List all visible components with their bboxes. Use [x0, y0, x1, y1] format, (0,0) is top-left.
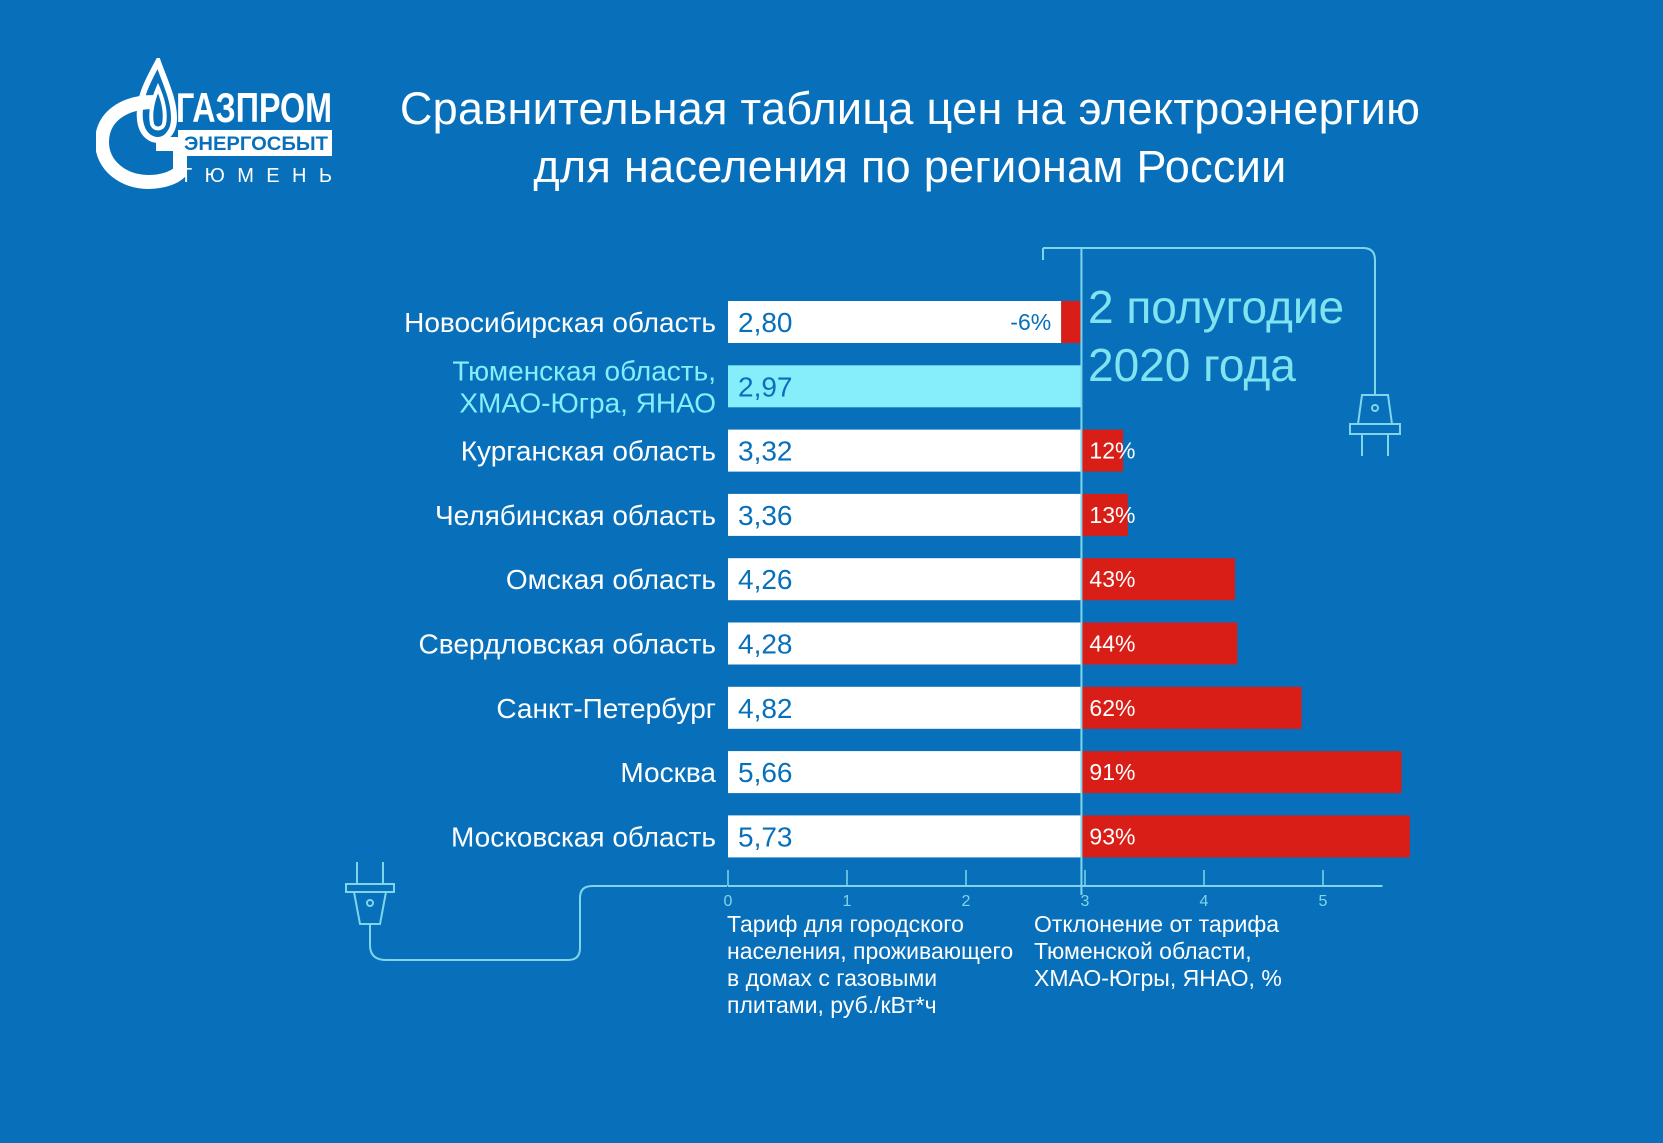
bars-group: Новосибирская область 2,80 -6% Тюменская об… — [404, 301, 1410, 858]
tariff-value-label: 3,36 — [738, 500, 793, 531]
deviation-caption-line: Отклонение от тарифа — [1034, 911, 1280, 937]
deviation-label: -6% — [1010, 309, 1051, 335]
tariff-bar — [728, 429, 1082, 472]
tariff-value-label: 2,97 — [738, 371, 793, 402]
x-tick-label: 0 — [724, 893, 733, 910]
deviation-bar — [1081, 429, 1124, 472]
plug-decoration — [345, 247, 1401, 961]
region-label: Свердловская область — [419, 629, 716, 660]
region-label-line: Челябинская область — [435, 500, 716, 531]
region-label-line: ХМАО-Югра, ЯНАО — [459, 387, 716, 418]
period-label: 2 полугодие 2020 года — [1088, 278, 1344, 394]
region-label: Тюменская область, ХМАО-Югра, ЯНАО — [452, 355, 716, 418]
x-tick-label: 1 — [843, 893, 852, 910]
deviation-bar — [1081, 815, 1410, 858]
period-frame — [1043, 247, 1376, 395]
tariff-value-label: 2,80 — [738, 307, 793, 338]
region-label: Омская область — [506, 564, 716, 595]
deviation-caption: Отклонение от тарифа Тюменской области, … — [1034, 911, 1282, 992]
region-label-line: Московская область — [451, 821, 716, 852]
deviation-bar — [1081, 622, 1238, 665]
tariff-value-label: 4,82 — [738, 693, 793, 724]
deviation-label: 93% — [1089, 823, 1135, 849]
region-label-line: Омская область — [506, 564, 716, 595]
region-label-line: Тюменская область, — [452, 355, 716, 386]
g-letter-icon — [96, 95, 187, 190]
deviation-label: 12% — [1089, 438, 1135, 464]
reference-tariff-bar — [728, 365, 1082, 408]
deviation-label: 44% — [1089, 631, 1135, 657]
tariff-bar — [728, 558, 1082, 601]
plug-left-icon — [345, 862, 727, 961]
x-tick-label: 3 — [1081, 893, 1090, 910]
plug-right-icon — [1349, 394, 1401, 456]
tariff-bar — [728, 622, 1082, 665]
x-axis: 0 1 2 3 4 5 — [724, 870, 1383, 910]
tariff-bar — [728, 815, 1082, 858]
region-label-line: Санкт-Петербург — [496, 693, 716, 724]
deviation-bar — [1081, 686, 1302, 729]
deviation-bar — [1081, 558, 1235, 601]
logo-sub: ЭНЕРГОСБЫТ — [184, 134, 328, 155]
tariff-bar — [728, 751, 1082, 794]
x-tick-label: 4 — [1200, 893, 1209, 910]
page-title: Сравнительная таблица цен на электроэнер… — [380, 80, 1440, 196]
gazprom-energosbyt-logo: ГАЗПРОМ ЭНЕРГОСБЫТ ТЮМЕНЬ — [96, 58, 332, 190]
tariff-bar — [728, 301, 1062, 343]
deviation-label: 43% — [1089, 566, 1135, 592]
region-label: Новосибирская область — [404, 307, 716, 338]
tariff-caption: Тариф для городского населения, проживаю… — [727, 911, 1013, 1019]
deviation-bar — [1081, 493, 1128, 536]
region-label-line: Свердловская область — [419, 629, 716, 660]
x-tick-label: 2 — [962, 893, 971, 910]
tariff-value-label: 5,73 — [738, 821, 793, 852]
deviation-caption-line: ХМАО-Югры, ЯНАО, % — [1034, 965, 1282, 991]
deviation-label: 91% — [1089, 759, 1135, 785]
period-line-1: 2 полугодие — [1088, 281, 1345, 333]
region-label: Курганская область — [461, 436, 716, 467]
title-line-1: Сравнительная таблица цен на электроэнер… — [399, 83, 1421, 134]
tariff-caption-line: плитами, руб./кВт*ч — [727, 992, 937, 1018]
deviation-bar — [1081, 751, 1402, 794]
tariff-value-label: 5,66 — [738, 757, 793, 788]
region-label: Санкт-Петербург — [496, 693, 716, 724]
logo-word: ГАЗПРОМ — [176, 84, 332, 131]
cable-line — [369, 885, 727, 961]
region-label-line: Москва — [620, 757, 716, 788]
region-label-line: Новосибирская область — [404, 307, 716, 338]
region-label-line: Курганская область — [461, 436, 716, 467]
tariff-caption-line: Тариф для городского — [727, 911, 964, 937]
deviation-label: 62% — [1089, 695, 1135, 721]
region-label: Москва — [620, 757, 716, 788]
region-label: Челябинская область — [435, 500, 716, 531]
title-line-2: для населения по регионам России — [533, 141, 1287, 192]
deviation-caption-line: Тюменской области, — [1034, 938, 1252, 964]
tariff-bar — [728, 686, 1082, 729]
tariff-caption-line: населения, проживающего — [727, 938, 1014, 964]
period-line-2: 2020 года — [1088, 339, 1296, 391]
tariff-bar — [728, 493, 1082, 536]
deviation-bar — [1061, 301, 1082, 343]
deviation-label: 13% — [1089, 502, 1135, 528]
tariff-value-label: 4,26 — [738, 564, 793, 595]
region-label: Московская область — [451, 821, 716, 852]
tariff-caption-line: в домах с газовыми — [727, 965, 938, 991]
x-tick-label: 5 — [1319, 893, 1328, 910]
tariff-value-label: 3,32 — [738, 436, 793, 467]
tariff-value-label: 4,28 — [738, 629, 793, 660]
